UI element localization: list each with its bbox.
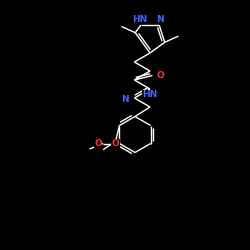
Text: O: O xyxy=(112,139,120,148)
Text: HN: HN xyxy=(132,15,147,24)
Text: N: N xyxy=(156,15,164,24)
Text: HN: HN xyxy=(142,90,158,99)
Text: O: O xyxy=(94,139,102,148)
Text: O: O xyxy=(157,71,165,80)
Text: N: N xyxy=(121,95,129,104)
